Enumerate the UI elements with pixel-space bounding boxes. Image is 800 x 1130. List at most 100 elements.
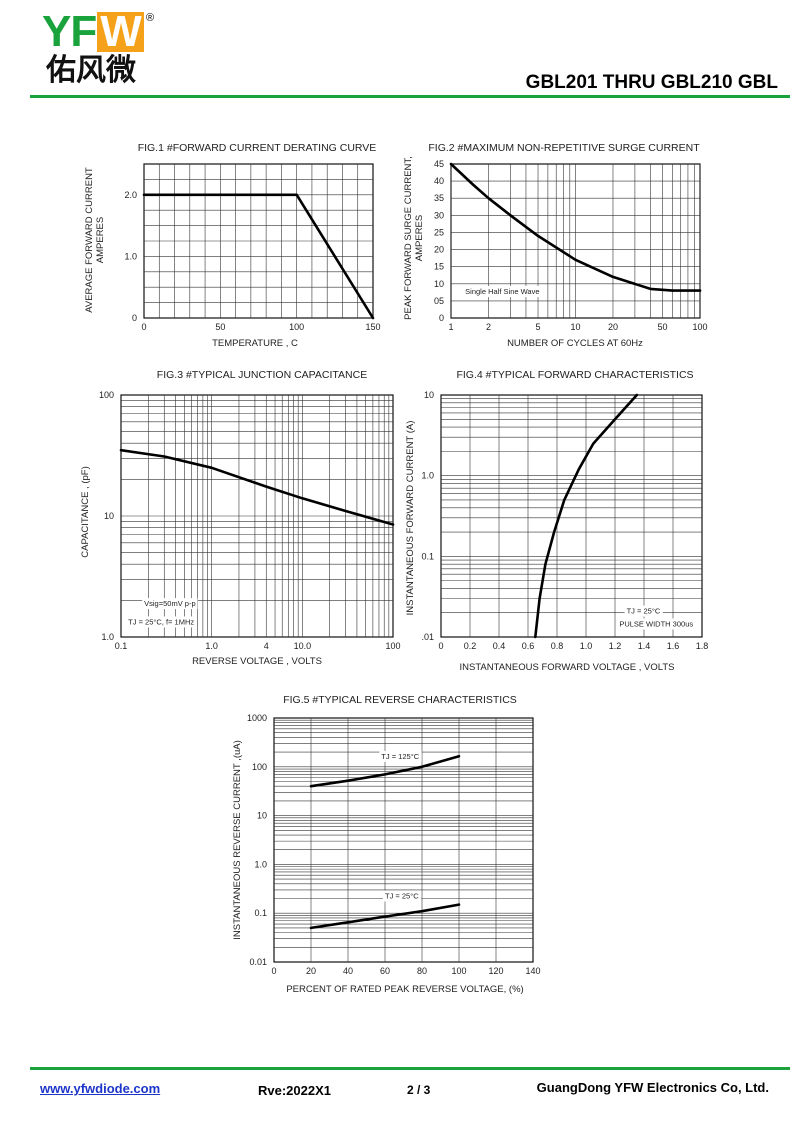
fig3-annotation-0: Vsig=50mV p-p [144, 599, 196, 608]
fig3-xtick-0: 0.1 [115, 641, 128, 651]
fig4-xtick-7: 1.4 [638, 641, 651, 651]
fig3-annotation-1: TJ = 25°C, f= 1MHz [128, 617, 194, 626]
logo-text: YFW [42, 10, 144, 54]
fig5-xtick-2: 40 [343, 966, 353, 976]
fig4-xtick-3: 0.6 [522, 641, 535, 651]
fig4-xlabel: INSTANTANEOUS FORWARD VOLTAGE , VOLTS [459, 662, 674, 673]
fig3-xtick-4: 100 [385, 641, 400, 651]
registered-mark: ® [146, 12, 155, 24]
document-title: GBL201 THRU GBL210 GBL [525, 72, 778, 93]
fig2-ytick-9: 45 [434, 159, 444, 169]
fig4-ylabel-0: INSTANTANEOUS FORWARD CURRENT (A) [405, 421, 416, 616]
fig5-xtick-7: 140 [525, 966, 540, 976]
fig5-ytick-3: 10 [257, 811, 267, 821]
fig5-xlabel: PERCENT OF RATED PEAK REVERSE VOLTAGE, (… [286, 984, 523, 995]
fig1-xtick-0: 0 [141, 322, 146, 332]
fig2-ytick-8: 40 [434, 176, 444, 186]
fig1-xtick-1: 50 [215, 322, 225, 332]
fig2-xtick-2: 5 [536, 322, 541, 332]
fig1-xlabel: TEMPERATURE , C [212, 338, 298, 349]
fig1-xtick-2: 100 [289, 322, 304, 332]
fig5-title: FIG.5 #TYPICAL REVERSE CHARACTERISTICS [283, 694, 517, 706]
fig4-plot-frame [440, 394, 703, 638]
fig5-xtick-3: 60 [380, 966, 390, 976]
fig5-series-1-line [309, 903, 461, 930]
website-link[interactable]: www.yfwdiode.com [40, 1081, 161, 1096]
fig3-ytick-2: 100 [99, 390, 114, 400]
fig3-ytick-0: 1.0 [101, 632, 114, 642]
fig4-title: FIG.4 #TYPICAL FORWARD CHARACTERISTICS [456, 369, 693, 381]
fig3-xtick-3: 10.0 [294, 641, 312, 651]
fig5-xtick-0: 0 [271, 966, 276, 976]
fig1-series-0-line [142, 193, 375, 320]
fig4-xtick-6: 1.2 [609, 641, 622, 651]
fig4-ytick-1: 0.1 [421, 551, 434, 561]
fig2-chart: FIG.2 #MAXIMUM NON-REPETITIVE SURGE CURR… [403, 142, 708, 349]
fig4-xtick-1: 0.2 [464, 641, 477, 651]
fig1-ylabel-0: AVERAGE FORWARD CURRENT [84, 167, 95, 313]
fig3-ylabel-0: CAPACITANCE , (pF) [80, 466, 91, 558]
fig2-title: FIG.2 #MAXIMUM NON-REPETITIVE SURGE CURR… [428, 142, 700, 154]
fig2-xtick-4: 20 [608, 322, 618, 332]
fig1-ytick-1: 1.0 [124, 251, 137, 261]
fig2-ytick-2: 10 [434, 279, 444, 289]
fig2-ylabel-0: PEAK FORWARD SURGE CURRENT, [403, 156, 414, 320]
fig1-ylabel-1: AMPERES [95, 217, 106, 263]
fig5-annotation-0: TJ = 125°C [381, 752, 419, 761]
footer-divider [30, 1067, 790, 1070]
fig5-xtick-4: 80 [417, 966, 427, 976]
fig5-series-0-line [309, 754, 461, 788]
fig4-annotation-bg-0 [624, 605, 663, 617]
fig3-chart: FIG.3 #TYPICAL JUNCTION CAPACITANCE REVER… [80, 369, 401, 667]
fig4-ytick-2: 1.0 [421, 471, 434, 481]
fig2-ytick-7: 35 [434, 193, 444, 203]
fig3-xtick-1: 1.0 [205, 641, 218, 651]
fig3-xtick-2: 4 [264, 641, 269, 651]
fig2-ytick-1: 05 [434, 296, 444, 306]
logo-chinese-text: 佑风微 [46, 53, 136, 88]
fig2-ytick-6: 30 [434, 210, 444, 220]
fig4-annotation-0: TJ = 25°C [627, 607, 661, 616]
fig3-xlabel: REVERSE VOLTAGE , VOLTS [192, 656, 322, 667]
fig2-ytick-5: 25 [434, 227, 444, 237]
fig2-xtick-3: 10 [570, 322, 580, 332]
fig5-ytick-1: 0.1 [254, 908, 267, 918]
fig3-title: FIG.3 #TYPICAL JUNCTION CAPACITANCE [157, 369, 367, 381]
fig2-ytick-0: 0 [439, 313, 444, 323]
fig5-ytick-2: 1.0 [254, 859, 267, 869]
fig5-ytick-0: 0.01 [249, 957, 267, 967]
fig2-xtick-0: 1 [448, 322, 453, 332]
fig5-ytick-4: 100 [252, 762, 267, 772]
fig4-annotation-1: PULSE WIDTH 300us [619, 619, 693, 628]
fig5-annotation-1: TJ = 25°C [385, 892, 419, 901]
fig2-annotation-bg-0 [463, 286, 542, 298]
header-divider [30, 95, 790, 98]
fig1-xtick-3: 150 [365, 322, 380, 332]
fig5-xtick-5: 100 [451, 966, 466, 976]
fig1-ytick-2: 2.0 [124, 190, 137, 200]
fig2-xlabel: NUMBER OF CYCLES AT 60Hz [507, 338, 643, 349]
fig1-title: FIG.1 #FORWARD CURRENT DERATING CURVE [138, 142, 377, 154]
company-logo: YFW ® 佑风微 [42, 10, 162, 90]
fig2-ytick-4: 20 [434, 245, 444, 255]
fig2-ylabel-1: AMPERES [414, 215, 425, 261]
fig1-ytick-0: 0 [132, 313, 137, 323]
fig2-xtick-5: 50 [658, 322, 668, 332]
fig2-series-0-line [449, 162, 702, 292]
fig2-ytick-3: 15 [434, 262, 444, 272]
fig4-ytick-0: .01 [421, 632, 434, 642]
revision-label: Rve:2022X1 [258, 1083, 331, 1098]
fig3-annotation-bg-1 [126, 616, 197, 628]
fig4-chart: FIG.4 #TYPICAL FORWARD CHARACTERISTICS IN… [405, 369, 708, 673]
fig4-xtick-0: 0 [438, 641, 443, 651]
fig5-xtick-6: 120 [488, 966, 503, 976]
page-number: 2 / 3 [407, 1083, 431, 1097]
fig5-annotation-bg-1 [383, 890, 422, 902]
fig4-xtick-9: 1.8 [696, 641, 709, 651]
fig2-xtick-6: 100 [692, 322, 707, 332]
fig4-xtick-8: 1.6 [667, 641, 680, 651]
fig4-xtick-5: 1.0 [580, 641, 593, 651]
fig5-ylabel-0: INSTANTANEOUS REVERSE CURRENT ,(uA) [232, 740, 243, 940]
fig2-xtick-1: 2 [486, 322, 491, 332]
